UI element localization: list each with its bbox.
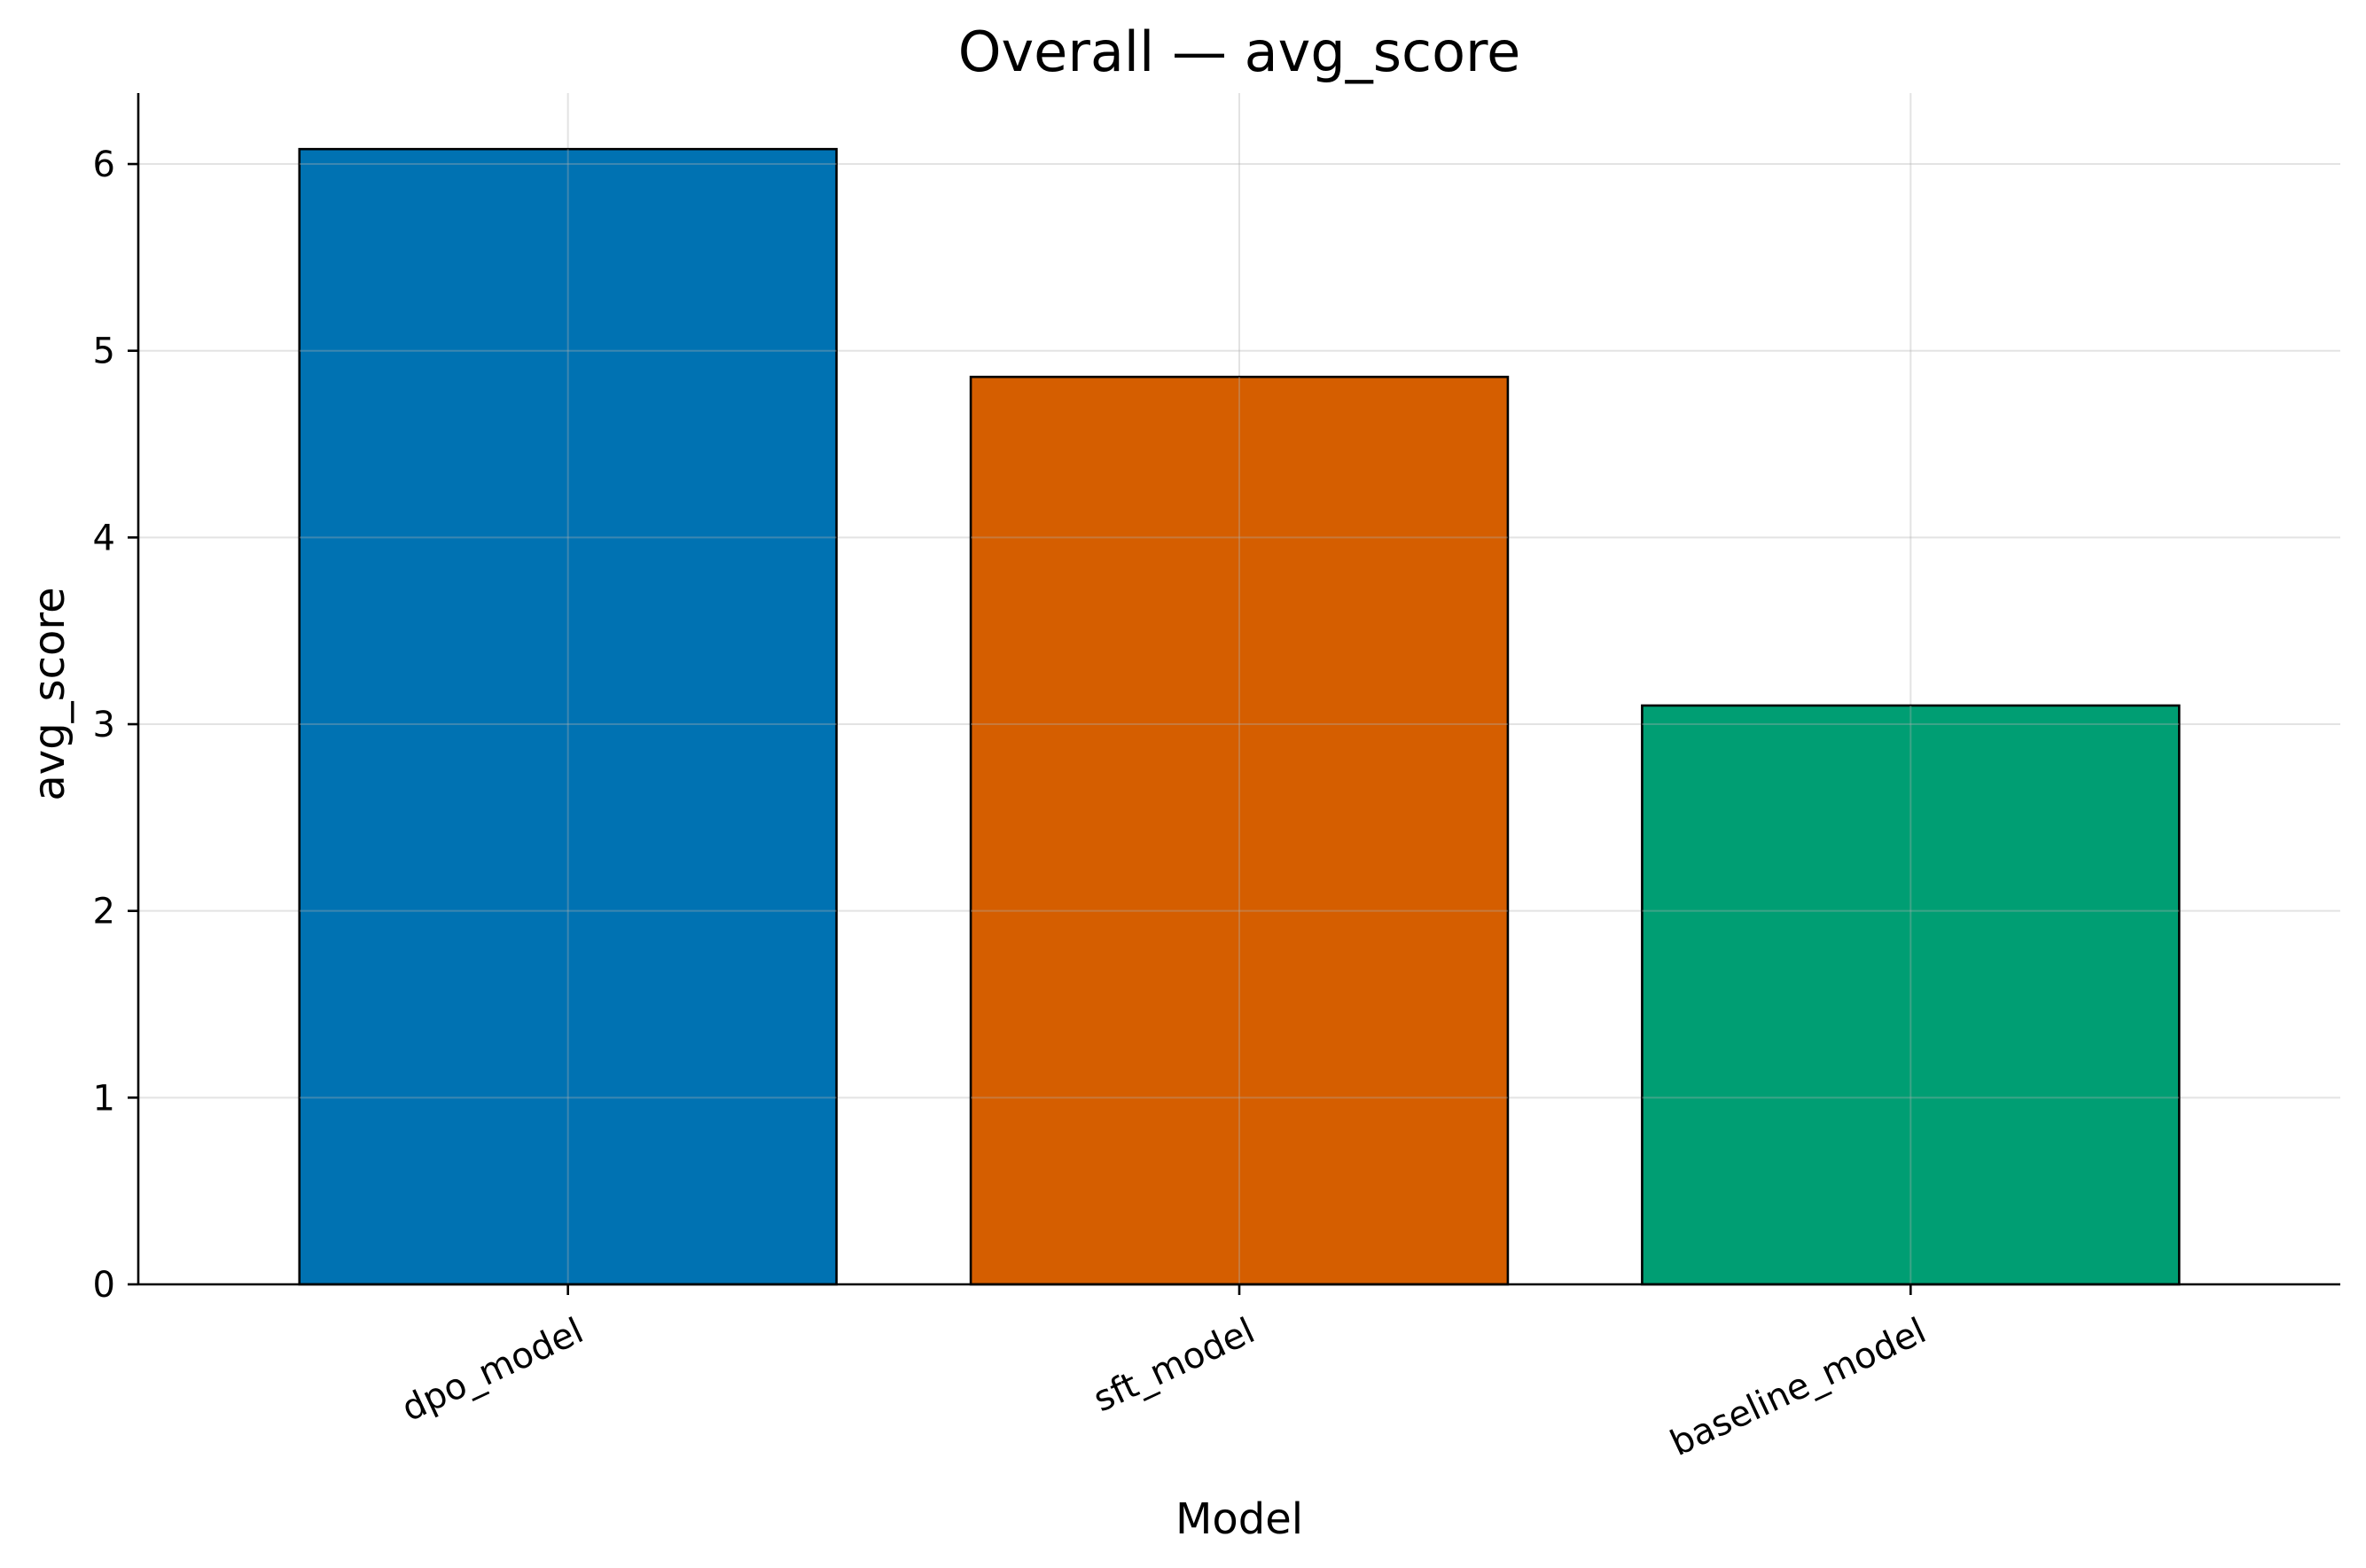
x-axis-label: Model <box>1175 1494 1303 1544</box>
bar-sft_model <box>969 375 1510 1286</box>
y-axis-label: avg_score <box>25 587 74 800</box>
y-tick-label: 1 <box>93 1078 115 1119</box>
axes <box>128 93 2340 1295</box>
y-tick-label: 5 <box>93 332 115 372</box>
y-tick-label: 3 <box>93 705 115 745</box>
bar-baseline_model <box>1641 704 2181 1286</box>
y-tick-label: 2 <box>93 892 115 932</box>
bar-dpo_model <box>298 147 838 1286</box>
x-tick-label: sft_model <box>1088 1310 1261 1420</box>
bars <box>298 147 2181 1286</box>
y-tick-label: 0 <box>93 1265 115 1306</box>
y-tick-label: 6 <box>93 144 115 185</box>
x-tick-label: dpo_model <box>395 1310 590 1430</box>
chart-title: Overall — avg_score <box>958 20 1521 84</box>
x-tick-label: baseline_model <box>1664 1310 1932 1464</box>
y-tick-label: 4 <box>93 518 115 558</box>
